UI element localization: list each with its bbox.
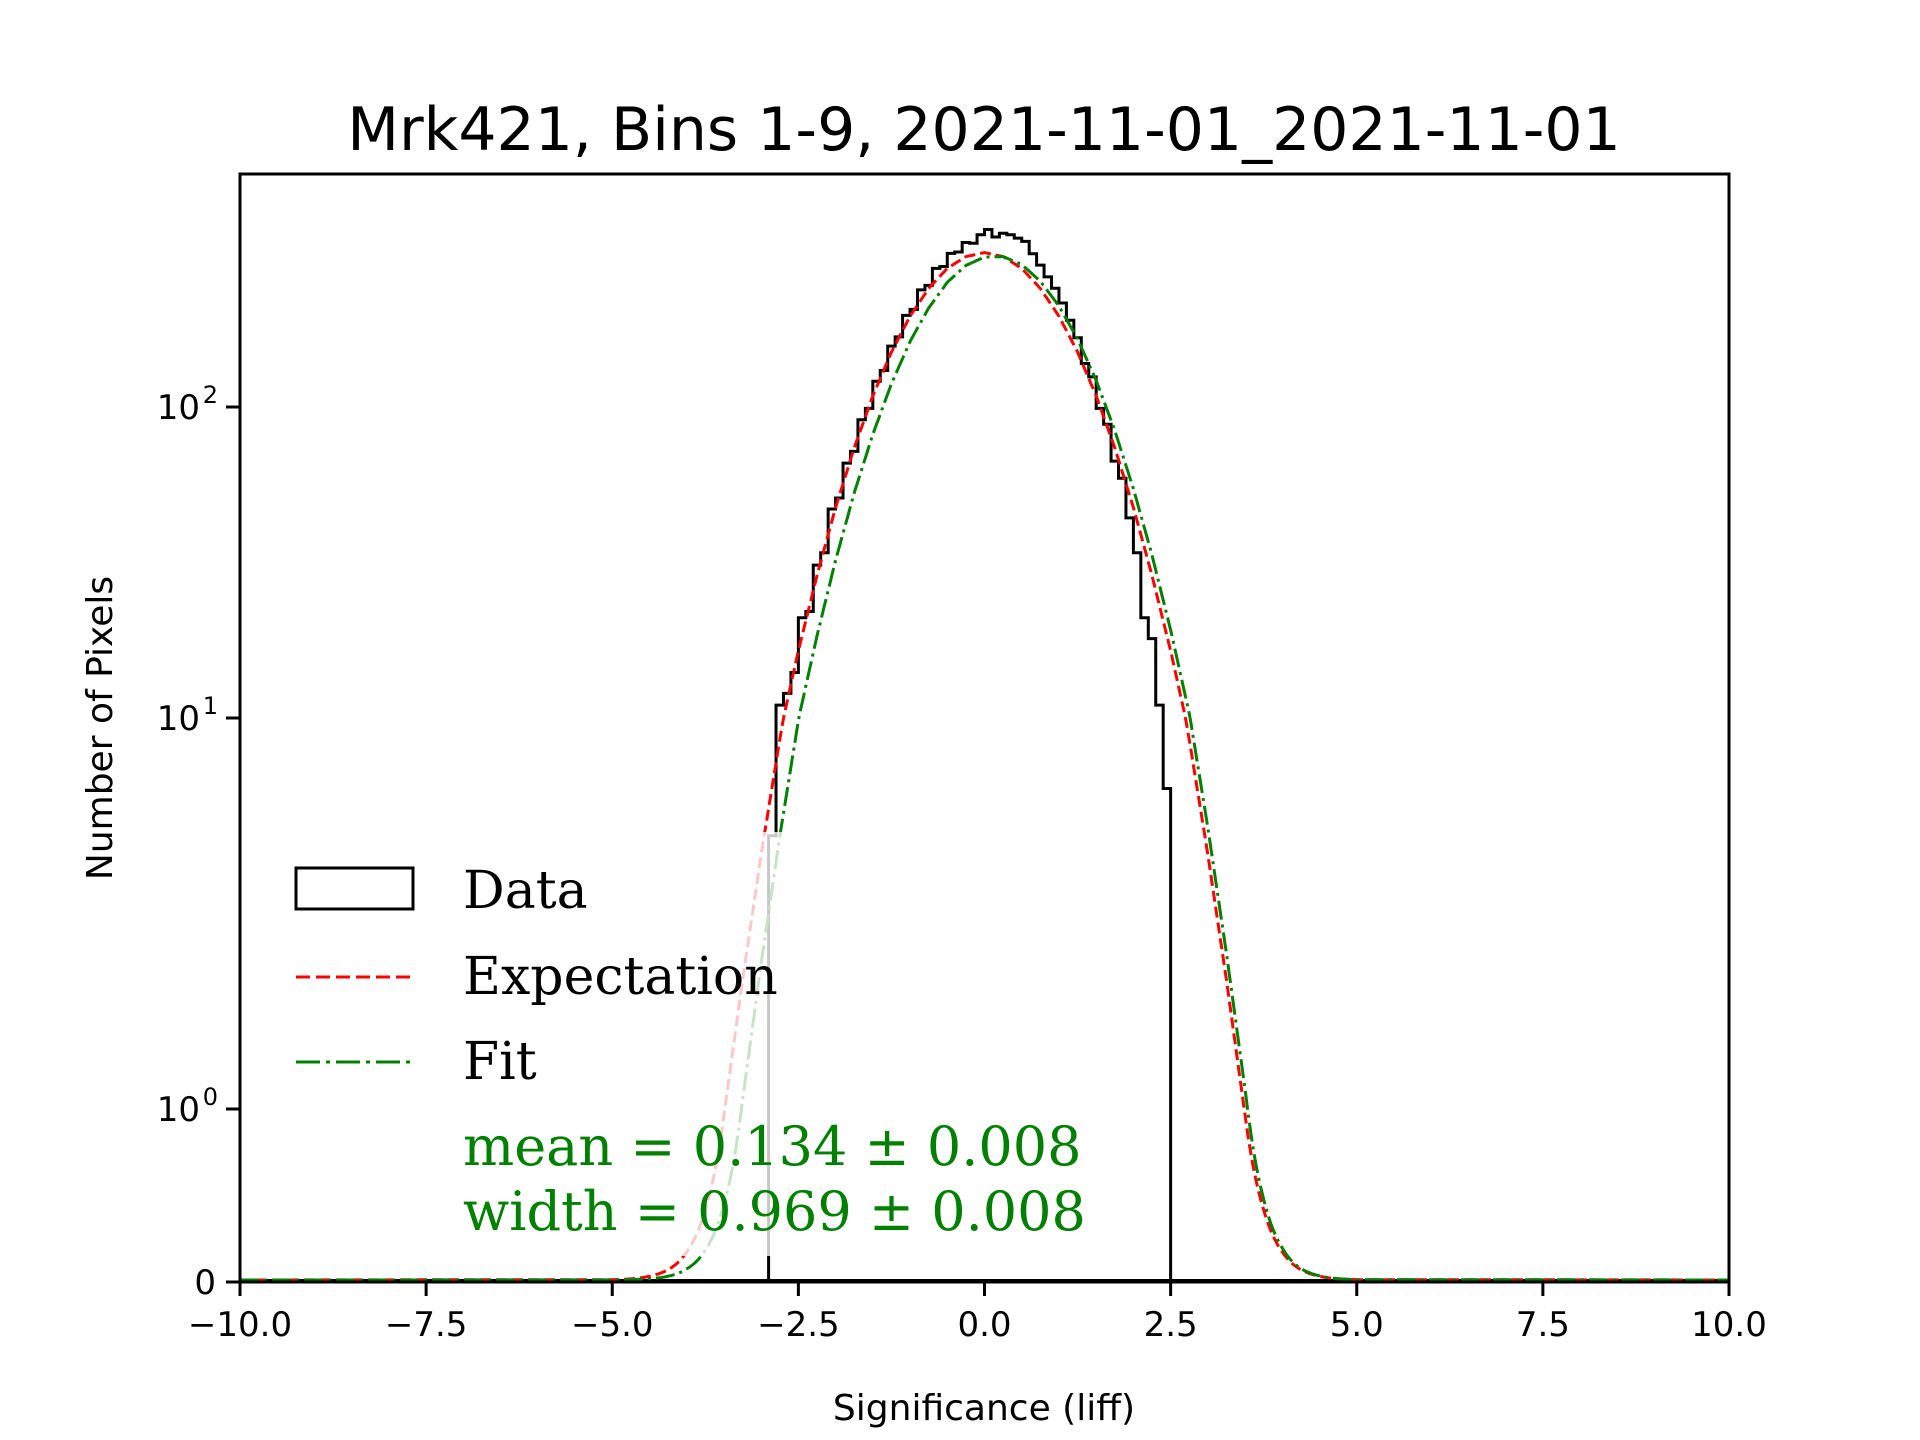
y-axis-label: Number of Pixels <box>80 576 121 880</box>
legend: Data Expectation Fit mean = 0.134 ± 0.00… <box>294 861 1086 1243</box>
y-tick-label: 10 <box>157 388 200 428</box>
y-tick-label: 10 <box>157 1090 200 1130</box>
x-tick-label: 2.5 <box>1144 1305 1198 1345</box>
curve-expectation <box>240 251 1729 1282</box>
y-tick-exponent: 2 <box>203 381 218 409</box>
annotation-mean: mean = 0.134 ± 0.008 <box>463 1115 1081 1178</box>
y-tick-label: 10 <box>157 699 200 739</box>
x-tick-label: −7.5 <box>385 1305 468 1345</box>
curve-fit <box>240 255 1729 1282</box>
y-tick-label: 0 <box>194 1263 216 1303</box>
x-tick-label: −2.5 <box>757 1305 840 1345</box>
histogram-bin <box>1163 789 1170 1282</box>
x-tick-label: 10.0 <box>1691 1305 1767 1345</box>
legend-label-data: Data <box>463 861 588 921</box>
legend-label-fit: Fit <box>463 1032 537 1092</box>
chart-title: Mrk421, Bins 1-9, 2021-11-01_2021-11-01 <box>347 95 1621 165</box>
legend-data-swatch <box>294 866 415 911</box>
x-tick-label: 7.5 <box>1516 1305 1570 1345</box>
x-tick-label: 5.0 <box>1330 1305 1384 1345</box>
y-tick-exponent: 1 <box>203 692 218 720</box>
x-tick-label: −5.0 <box>571 1305 654 1345</box>
histogram-bin <box>1156 705 1163 1282</box>
legend-label-expectation: Expectation <box>463 947 778 1007</box>
x-axis: −10.0 −7.5 −5.0 −2.5 0.0 2.5 5.0 7.5 10.0 <box>188 1282 1767 1345</box>
legend-background <box>272 832 1152 1256</box>
y-tick-exponent: 0 <box>203 1083 218 1111</box>
annotation-width: width = 0.969 ± 0.008 <box>463 1180 1086 1243</box>
x-axis-label: Significance (liff) <box>833 1388 1135 1429</box>
x-tick-label: −10.0 <box>188 1305 292 1345</box>
x-tick-label: 0.0 <box>957 1305 1011 1345</box>
